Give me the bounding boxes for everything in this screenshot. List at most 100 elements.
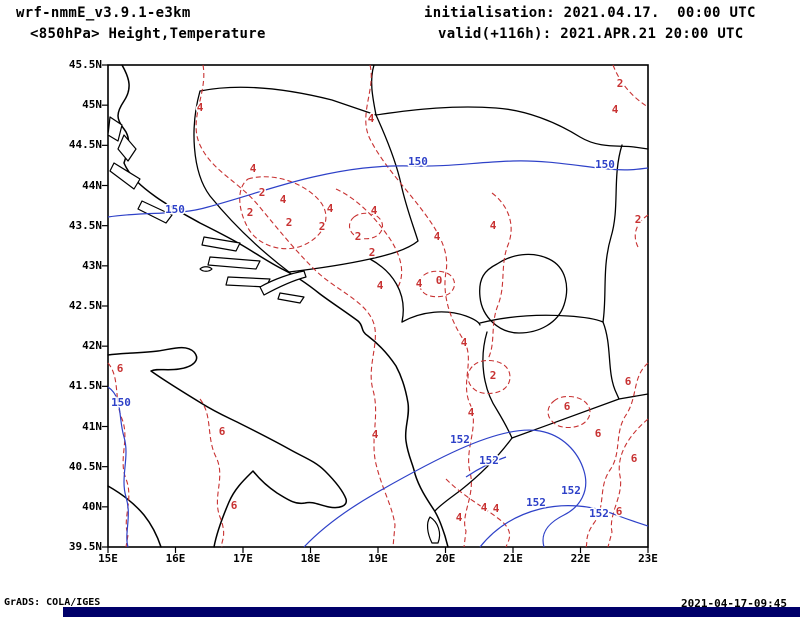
header-right: initialisation: 2021.04.17. 00:00 UTC va…: [424, 3, 756, 45]
temperature-contour-label: 4: [461, 336, 468, 349]
temperature-contour-label: 2: [635, 213, 642, 226]
temperature-contour-label: 2: [259, 186, 266, 199]
temperature-contour-label: 0: [436, 274, 443, 287]
temperature-contour-label: 2: [319, 220, 326, 233]
temperature-contour-label: 6: [625, 375, 632, 388]
temperature-contour: [467, 359, 511, 395]
country-border: [482, 331, 513, 439]
temperature-contour-label: 2: [247, 206, 254, 219]
country-border: [375, 106, 649, 150]
latitude-tick-label: 40N: [82, 499, 102, 513]
latitude-tick-label: 43N: [82, 258, 102, 272]
island-outline: [109, 162, 141, 190]
temperature-contour: [335, 188, 403, 288]
latitude-tick-label: 39.5N: [68, 540, 102, 553]
temperature-contour: [195, 64, 396, 548]
island-outline: [201, 236, 241, 252]
temperature-contour: [239, 176, 327, 250]
temperature-contour-label: 4: [371, 204, 378, 217]
country-border: [369, 258, 404, 323]
island-outline: [277, 292, 305, 304]
longitude-tick-label: 17E: [233, 552, 253, 565]
height-contour-label: 152: [479, 454, 499, 467]
temperature-contour: [199, 398, 225, 548]
temperature-contour: [547, 395, 591, 429]
temperature-contour: [445, 478, 511, 548]
longitude-tick-label: 18E: [300, 552, 321, 565]
height-contour-label: 152: [526, 496, 546, 509]
temperature-contour-label: 2: [369, 246, 376, 259]
country-border: [511, 393, 649, 439]
longitude-tick-label: 15E: [98, 552, 118, 565]
latitude-tick-label: 41N: [82, 419, 102, 433]
temperature-contour: [634, 214, 649, 248]
country-border: [434, 437, 513, 512]
longitude-tick-label: 20E: [435, 552, 456, 565]
island-outline: [259, 270, 307, 296]
temperature-contour-label: 6: [564, 400, 571, 413]
grads-credit: GrADS: COLA/IGES: [4, 597, 101, 608]
temperature-contour-label: 2: [355, 230, 362, 243]
longitude-tick-label: 16E: [165, 552, 186, 565]
island-outline: [426, 516, 441, 544]
country-border: [602, 144, 623, 323]
temperature-contour: [585, 362, 649, 548]
temperature-contour-label: 4: [327, 202, 334, 215]
creation-timestamp: 2021-04-17-09:45: [681, 597, 787, 610]
country-border: [479, 253, 568, 334]
temperature-contour-label: 4: [481, 501, 488, 514]
temperature-contour-label: 4: [490, 219, 497, 232]
footer-navy-bar: [63, 607, 800, 617]
temperature-contour-label: 4: [250, 162, 257, 175]
temperature-contour-label: 6: [231, 499, 238, 512]
latitude-tick-label: 45N: [82, 98, 102, 112]
temperature-contour-label: 2: [286, 216, 293, 229]
temperature-contour-label: 6: [219, 425, 226, 438]
header-left: wrf-nmmE_v3.9.1-e3km <850hPa> Height,Tem…: [16, 3, 266, 45]
temperature-contour-label: 4: [372, 428, 379, 441]
height-contour: [465, 456, 507, 478]
height-contour-label: 150: [595, 158, 615, 171]
longitude-tick-label: 21E: [503, 552, 523, 565]
temperature-contour-label: 4: [456, 511, 463, 524]
temperature-contour-label: 2: [617, 77, 624, 90]
model-title: wrf-nmmE_v3.9.1-e3km: [16, 5, 191, 21]
height-contour-label: 152: [589, 507, 609, 520]
country-border: [602, 321, 620, 400]
island-outline: [137, 200, 173, 224]
latitude-tick-label: 45.5N: [68, 58, 102, 71]
plot-frame: [107, 64, 649, 548]
height-contour-label: 152: [561, 484, 581, 497]
temperature-contour-label: 2: [490, 369, 497, 382]
latitude-tick-label: 40.5N: [68, 459, 102, 473]
country-border: [370, 64, 377, 116]
country-border: [193, 86, 419, 273]
init-time-label: initialisation: 2021.04.17. 00:00 UTC: [424, 5, 756, 21]
longitude-tick-label: 19E: [368, 552, 388, 565]
temperature-contour: [612, 64, 649, 108]
longitude-tick-label: 22E: [570, 552, 591, 565]
valid-time-label: valid(+116h): 2021.APR.21 20:00 UTC: [438, 26, 744, 42]
contour-map-plot: 4 4 2 4 4 2 4 2 2 4 2 4 2 2 4 4 2 4 4 0 4 2 6 6 6 4 4 6 6 6 6 6 4 4 4 150 15…: [93, 51, 663, 561]
height-contour: [107, 386, 129, 548]
temperature-contour-label: 4: [280, 193, 287, 206]
height-contour-label: 150: [111, 396, 131, 409]
temperature-contour: [365, 64, 474, 548]
temperature-contour-label: 6: [631, 452, 638, 465]
country-border: [401, 311, 481, 326]
temperature-contour-label: 6: [616, 505, 623, 518]
temperature-contour-label: 4: [493, 502, 500, 515]
temperature-contour-label: 4: [368, 112, 375, 125]
temperature-contour-label: 4: [612, 103, 619, 116]
latitude-tick-label: 44N: [82, 178, 102, 192]
latitude-tick-label: 42N: [82, 339, 102, 353]
temperature-contour: [418, 270, 456, 298]
temperature-contour-label: 6: [117, 362, 124, 375]
temperature-contour: [607, 418, 649, 548]
island-outline: [199, 266, 213, 272]
temperature-contour: [107, 362, 130, 548]
height-contour: [479, 505, 649, 548]
temperature-contour-label: 4: [197, 101, 204, 114]
